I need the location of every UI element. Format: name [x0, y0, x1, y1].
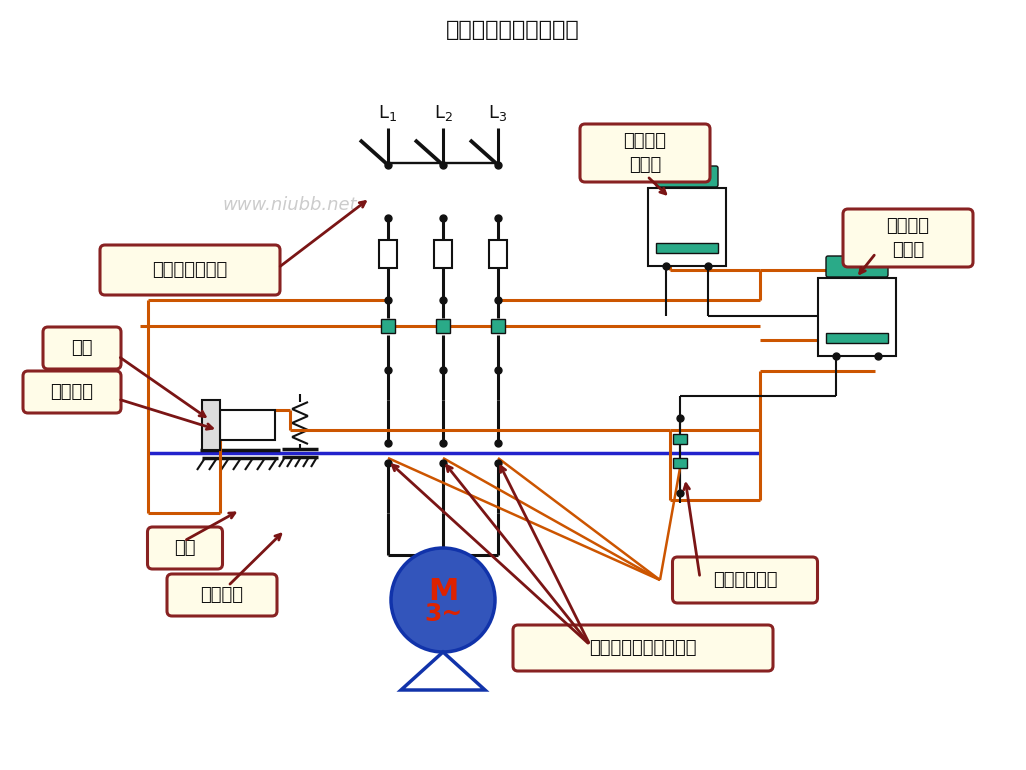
Text: 停止按鈕
接常闭: 停止按鈕 接常闭	[624, 132, 667, 174]
Bar	[379, 240, 397, 268]
Text: 鐵芯: 鐵芯	[71, 339, 92, 357]
Bar	[818, 278, 896, 356]
Text: 刀闸起隔离作用: 刀闸起隔离作用	[153, 261, 228, 279]
Bar	[673, 458, 687, 468]
FancyBboxPatch shape	[100, 245, 280, 295]
Bar	[491, 319, 505, 333]
Bar	[220, 410, 275, 440]
Bar	[673, 434, 687, 444]
FancyBboxPatch shape	[580, 124, 710, 182]
Text: L$_3$: L$_3$	[488, 103, 508, 123]
FancyBboxPatch shape	[826, 333, 887, 343]
Text: 起动按鈕
接常开: 起动按鈕 接常开	[886, 217, 930, 259]
FancyBboxPatch shape	[672, 557, 818, 603]
Bar	[202, 400, 220, 450]
Text: 三对主触头主电路通断: 三对主触头主电路通断	[589, 639, 697, 657]
FancyBboxPatch shape	[656, 166, 718, 187]
Text: 辅助常开自锁: 辅助常开自锁	[713, 571, 778, 589]
Text: 3~: 3~	[424, 602, 462, 626]
Text: www.niubb.net: www.niubb.net	[223, 196, 357, 214]
Text: L$_1$: L$_1$	[379, 103, 397, 123]
Text: 复位弹簧: 复位弹簧	[200, 586, 243, 604]
Text: 简单的接触器控制原理: 简单的接触器控制原理	[446, 20, 580, 40]
Circle shape	[391, 548, 495, 652]
FancyBboxPatch shape	[826, 256, 887, 277]
FancyBboxPatch shape	[656, 243, 718, 253]
Text: L$_2$: L$_2$	[434, 103, 452, 123]
Bar	[381, 319, 395, 333]
Bar	[434, 240, 452, 268]
FancyBboxPatch shape	[23, 371, 121, 413]
FancyBboxPatch shape	[513, 625, 773, 671]
Text: M: M	[428, 577, 459, 605]
FancyBboxPatch shape	[843, 209, 973, 267]
FancyBboxPatch shape	[148, 527, 223, 569]
Bar	[436, 319, 450, 333]
Text: 衡鐵: 衡鐵	[174, 539, 196, 557]
Bar	[648, 188, 726, 266]
FancyBboxPatch shape	[167, 574, 277, 616]
FancyBboxPatch shape	[43, 327, 121, 369]
Bar	[489, 240, 507, 268]
Text: 通电线圈: 通电线圈	[50, 383, 93, 401]
